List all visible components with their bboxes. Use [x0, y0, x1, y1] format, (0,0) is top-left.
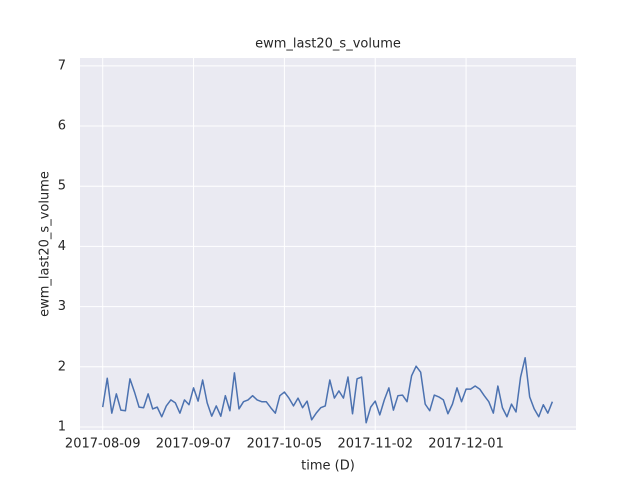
- data-line: [101, 357, 554, 424]
- x-tick-label: 2017-10-05: [247, 437, 323, 452]
- y-tick-label: 6: [58, 119, 66, 134]
- y-tick-label: 5: [58, 179, 66, 194]
- y-axis-label: ewm_last20_s_volume: [38, 171, 53, 317]
- x-tick-label: 2017-12-01: [428, 437, 504, 452]
- plot-area: [80, 58, 576, 430]
- y-tick-label: 7: [58, 58, 66, 73]
- y-tick-label: 1: [58, 419, 66, 434]
- x-axis-label: time (D): [301, 459, 355, 474]
- x-tick-label: 2017-11-02: [337, 437, 413, 452]
- x-tick-label: 2017-08-09: [65, 437, 141, 452]
- y-tick-label: 2: [58, 359, 66, 374]
- y-tick-label: 4: [58, 239, 66, 254]
- x-tick-label: 2017-09-07: [156, 437, 232, 452]
- y-tick-label: 3: [58, 299, 66, 314]
- chart-title: ewm_last20_s_volume: [255, 37, 401, 52]
